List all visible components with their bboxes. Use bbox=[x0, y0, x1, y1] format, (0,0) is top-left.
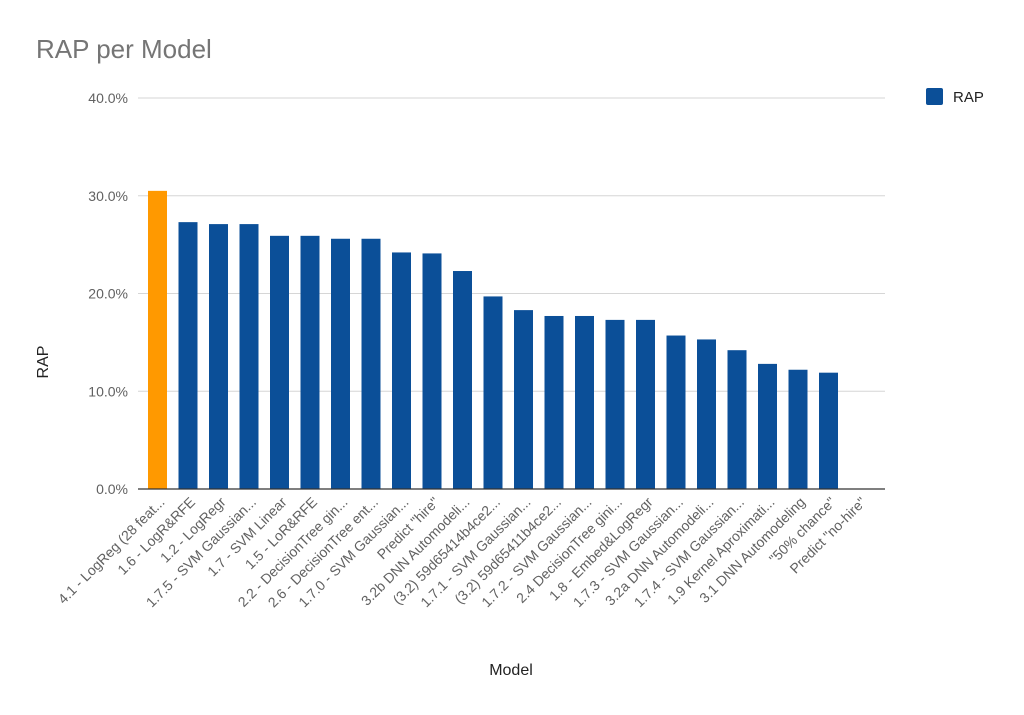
bar bbox=[239, 224, 259, 489]
y-axis-title: RAP bbox=[35, 346, 52, 379]
bar bbox=[331, 238, 350, 489]
bar bbox=[575, 315, 594, 489]
legend-label-rap: RAP bbox=[953, 89, 984, 106]
y-axis-ticks: 0.0% 10.0% 20.0% 30.0% 40.0% bbox=[88, 90, 128, 497]
bar bbox=[727, 350, 747, 489]
bar bbox=[361, 238, 381, 489]
bar bbox=[605, 319, 625, 489]
bar bbox=[666, 335, 686, 489]
legend: RAP bbox=[926, 88, 984, 106]
bars bbox=[148, 190, 838, 490]
bar bbox=[422, 253, 442, 489]
bar bbox=[148, 190, 167, 490]
y-tick-label: 40.0% bbox=[88, 90, 128, 106]
bar bbox=[636, 319, 655, 489]
bar bbox=[300, 235, 320, 489]
chart-title: RAP per Model bbox=[36, 34, 212, 64]
bar bbox=[270, 235, 289, 489]
bar bbox=[392, 252, 411, 489]
legend-swatch-rap bbox=[926, 88, 943, 105]
bar bbox=[819, 372, 838, 489]
bar bbox=[697, 339, 716, 489]
bar bbox=[788, 369, 808, 489]
bar bbox=[178, 222, 198, 489]
y-tick-label: 10.0% bbox=[88, 383, 128, 399]
bar bbox=[758, 363, 777, 489]
y-tick-label: 30.0% bbox=[88, 188, 128, 204]
x-axis-title: Model bbox=[489, 662, 533, 679]
bar bbox=[209, 224, 228, 489]
bar bbox=[453, 271, 472, 489]
y-tick-label: 0.0% bbox=[96, 481, 128, 497]
bar bbox=[544, 315, 564, 489]
x-axis-ticks: 4.1 - LogReg (28 feat...1.6 - LogR&RFE1.… bbox=[54, 494, 869, 611]
y-tick-label: 20.0% bbox=[88, 286, 128, 302]
bar bbox=[514, 310, 533, 489]
bar bbox=[483, 296, 503, 489]
